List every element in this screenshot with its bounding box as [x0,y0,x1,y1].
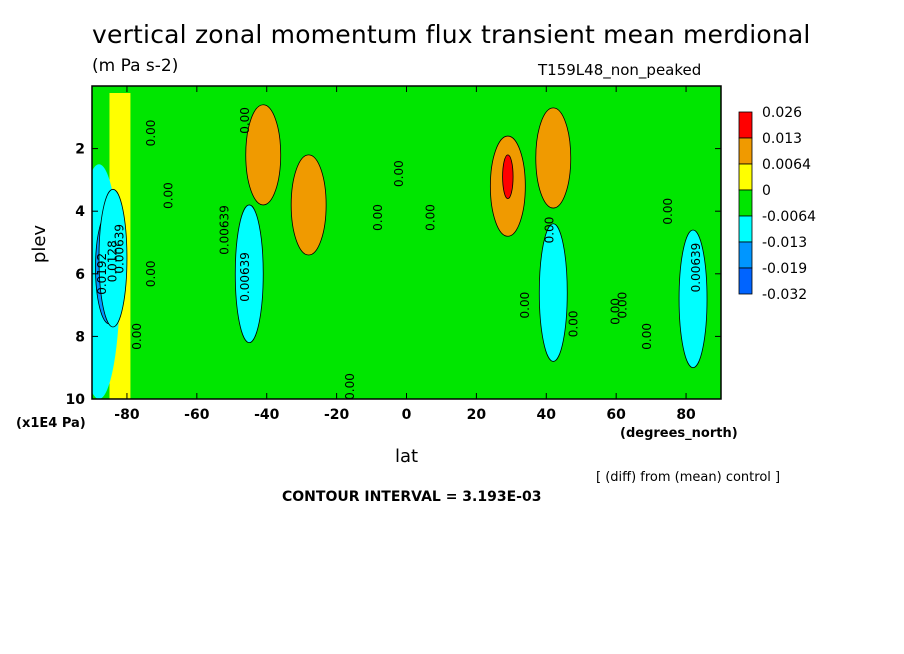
x-tick-label: 20 [467,407,487,423]
y-tick-label: 8 [75,329,85,345]
legend-swatch [738,267,753,295]
chart-units: (m Pa s-2) [92,56,179,76]
contour-label: 0.00 [609,298,623,325]
contour-label: 0.00 [640,323,654,350]
y-axis-unit: (x1E4 Pa) [16,416,86,431]
contour-label: 0.00 [144,120,158,147]
legend-swatch [738,215,753,243]
chart-title: vertical zonal momentum flux transient m… [92,20,811,49]
contour-label: 0.00 [343,373,357,400]
contour-band [210,92,232,399]
anomaly-region [502,154,514,200]
legend-label: -0.0064 [762,209,816,225]
anomaly-region [98,188,128,328]
contour-label: 0.00 [130,323,144,350]
y-tick-label: 6 [75,267,85,283]
legend-swatch [738,189,753,217]
y-tick-label: 10 [66,392,86,408]
legend-swatch [738,111,753,139]
contour-band [158,92,176,399]
legend-label: -0.019 [762,261,807,277]
contour-band [588,92,603,399]
contour-label: 0.00 [542,217,556,244]
anomaly-region [245,104,282,206]
contour-region [374,273,425,399]
legend-label: 0 [762,183,771,199]
legend-swatch [738,163,753,191]
contour-label: 0.00 [161,182,175,209]
x-tick-label: -60 [184,407,210,423]
legend-swatch [738,137,753,165]
legend-label: -0.013 [762,235,807,251]
y-axis-label: plev [29,225,50,264]
contour-label: 0.00 [371,204,385,231]
legend-label: 0.026 [762,105,802,121]
contour-label: 0.00 [423,204,437,231]
contour-label: 0.00 [518,292,532,319]
x-tick-label: 60 [606,407,626,423]
x-axis-label: lat [395,446,419,467]
x-tick-label: 0 [402,407,412,423]
color-legend: 0.026 0.013 0.0064 0 -0.0064 -0.013 -0.019 -0.0… [738,105,816,303]
y-tick-label: 2 [75,142,85,158]
contour-label: 0.0192 [95,253,109,295]
legend-label: -0.032 [762,287,807,303]
contour-label: 0.0128 [105,240,119,282]
y-tick-label: 4 [75,204,85,220]
contour-label: 0.00639 [689,243,703,293]
anomaly-region [538,223,568,362]
x-tick-label: -40 [254,407,280,423]
contour-label: 0.00 [661,198,675,225]
x-tick-label: -80 [114,407,140,423]
contour-label: 0.00 [144,260,158,287]
x-tick-label: -20 [324,407,350,423]
anomaly-region [535,107,572,209]
contour-interval: CONTOUR INTERVAL = 3.193E-03 [282,489,542,505]
anomaly-region [234,204,264,344]
contour-label: 0.00639 [238,252,252,302]
filled-contour-field [92,86,721,399]
contour-region [420,104,463,262]
contour-label: 0.00 [392,160,406,187]
run-label: T159L48_non_peaked [538,61,702,79]
difference-note: [ (diff) from (mean) control ] [596,470,781,485]
legend-swatch [738,241,753,269]
anomaly-region [678,229,708,369]
legend-label: 0.013 [762,131,802,147]
contour-band [623,92,645,399]
contour-label: 0.00 [616,292,630,319]
legend-label: 0.0064 [762,157,811,173]
contour-label: 0.00 [567,311,581,338]
contour-label: 0.00639 [112,224,126,274]
x-axis-unit: (degrees_north) [620,426,738,441]
contour-label: 0.00 [238,107,252,134]
x-tick-label: 40 [537,407,557,423]
anomaly-region [290,154,327,256]
contour-label: 0.00639 [217,205,231,255]
x-tick-label: 80 [676,407,696,423]
